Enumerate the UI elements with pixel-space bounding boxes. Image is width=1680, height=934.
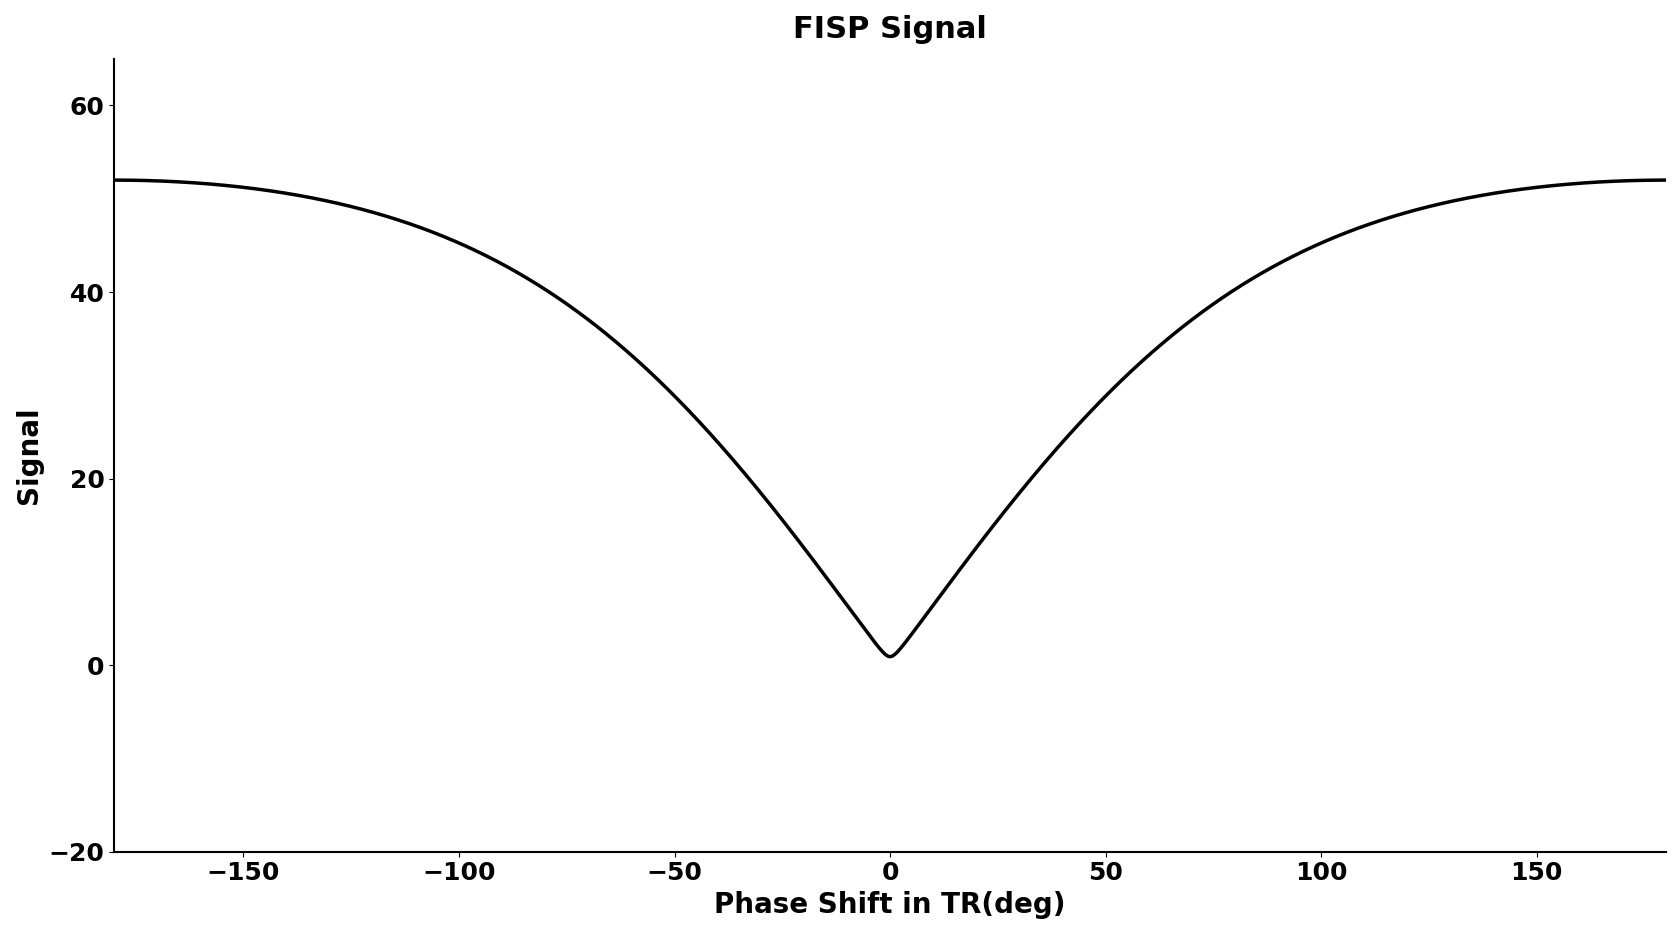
Y-axis label: Signal: Signal xyxy=(15,406,44,504)
X-axis label: Phase Shift in TR(deg): Phase Shift in TR(deg) xyxy=(714,891,1065,919)
Title: FISP Signal: FISP Signal xyxy=(793,15,986,44)
